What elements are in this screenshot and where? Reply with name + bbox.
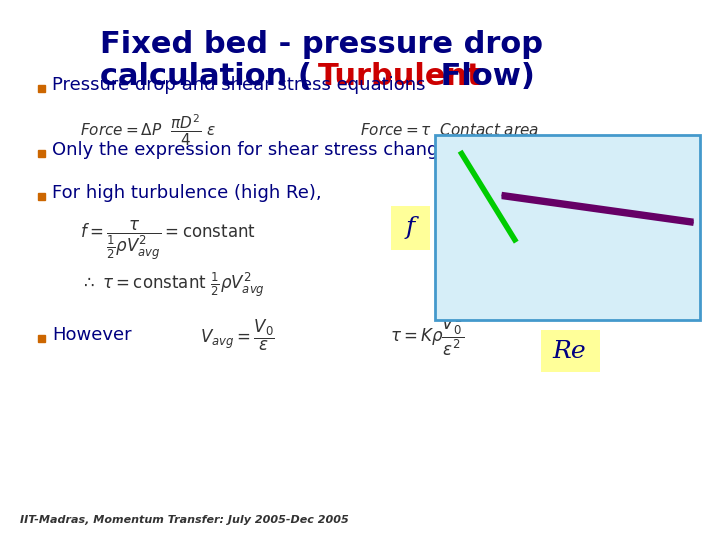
Bar bbox=[38, 193, 45, 200]
Text: f: f bbox=[405, 216, 415, 239]
FancyBboxPatch shape bbox=[391, 206, 430, 249]
Text: calculation (: calculation ( bbox=[100, 62, 312, 91]
Text: $Force=\tau$  Contact area: $Force=\tau$ Contact area bbox=[360, 122, 539, 138]
Bar bbox=[38, 85, 45, 92]
Text: Flow): Flow) bbox=[430, 62, 535, 91]
Text: $\tau=K\rho\dfrac{V_0^2}{\varepsilon^2}$: $\tau=K\rho\dfrac{V_0^2}{\varepsilon^2}$ bbox=[390, 312, 464, 358]
FancyBboxPatch shape bbox=[435, 135, 700, 320]
Text: Turbulent: Turbulent bbox=[318, 62, 482, 91]
Text: $Force=\Delta P\ \ \dfrac{\pi D^2}{4}\ \varepsilon$: $Force=\Delta P\ \ \dfrac{\pi D^2}{4}\ \… bbox=[80, 112, 216, 148]
FancyBboxPatch shape bbox=[541, 330, 600, 372]
Bar bbox=[38, 335, 45, 342]
Text: However: However bbox=[52, 326, 132, 344]
Text: $\therefore\ \tau=\mathrm{constant}\ \frac{1}{2}\rho V_{avg}^2$: $\therefore\ \tau=\mathrm{constant}\ \fr… bbox=[80, 271, 265, 299]
Text: IIT-Madras, Momentum Transfer: July 2005-Dec 2005: IIT-Madras, Momentum Transfer: July 2005… bbox=[20, 515, 348, 525]
Text: Fixed bed - pressure drop: Fixed bed - pressure drop bbox=[100, 30, 543, 59]
Text: Re: Re bbox=[553, 340, 586, 362]
Text: Only the expression for shear stress changes: Only the expression for shear stress cha… bbox=[52, 141, 459, 159]
Text: $f=\dfrac{\tau}{\frac{1}{2}\rho V_{avg}^2}=\mathrm{constant}$: $f=\dfrac{\tau}{\frac{1}{2}\rho V_{avg}^… bbox=[80, 218, 256, 262]
Text: For high turbulence (high Re),: For high turbulence (high Re), bbox=[52, 184, 322, 202]
Text: $V_{avg}=\dfrac{V_0}{\varepsilon}$: $V_{avg}=\dfrac{V_0}{\varepsilon}$ bbox=[200, 318, 275, 353]
Bar bbox=[38, 150, 45, 157]
Text: Pressure drop and shear stress equations: Pressure drop and shear stress equations bbox=[52, 76, 426, 94]
